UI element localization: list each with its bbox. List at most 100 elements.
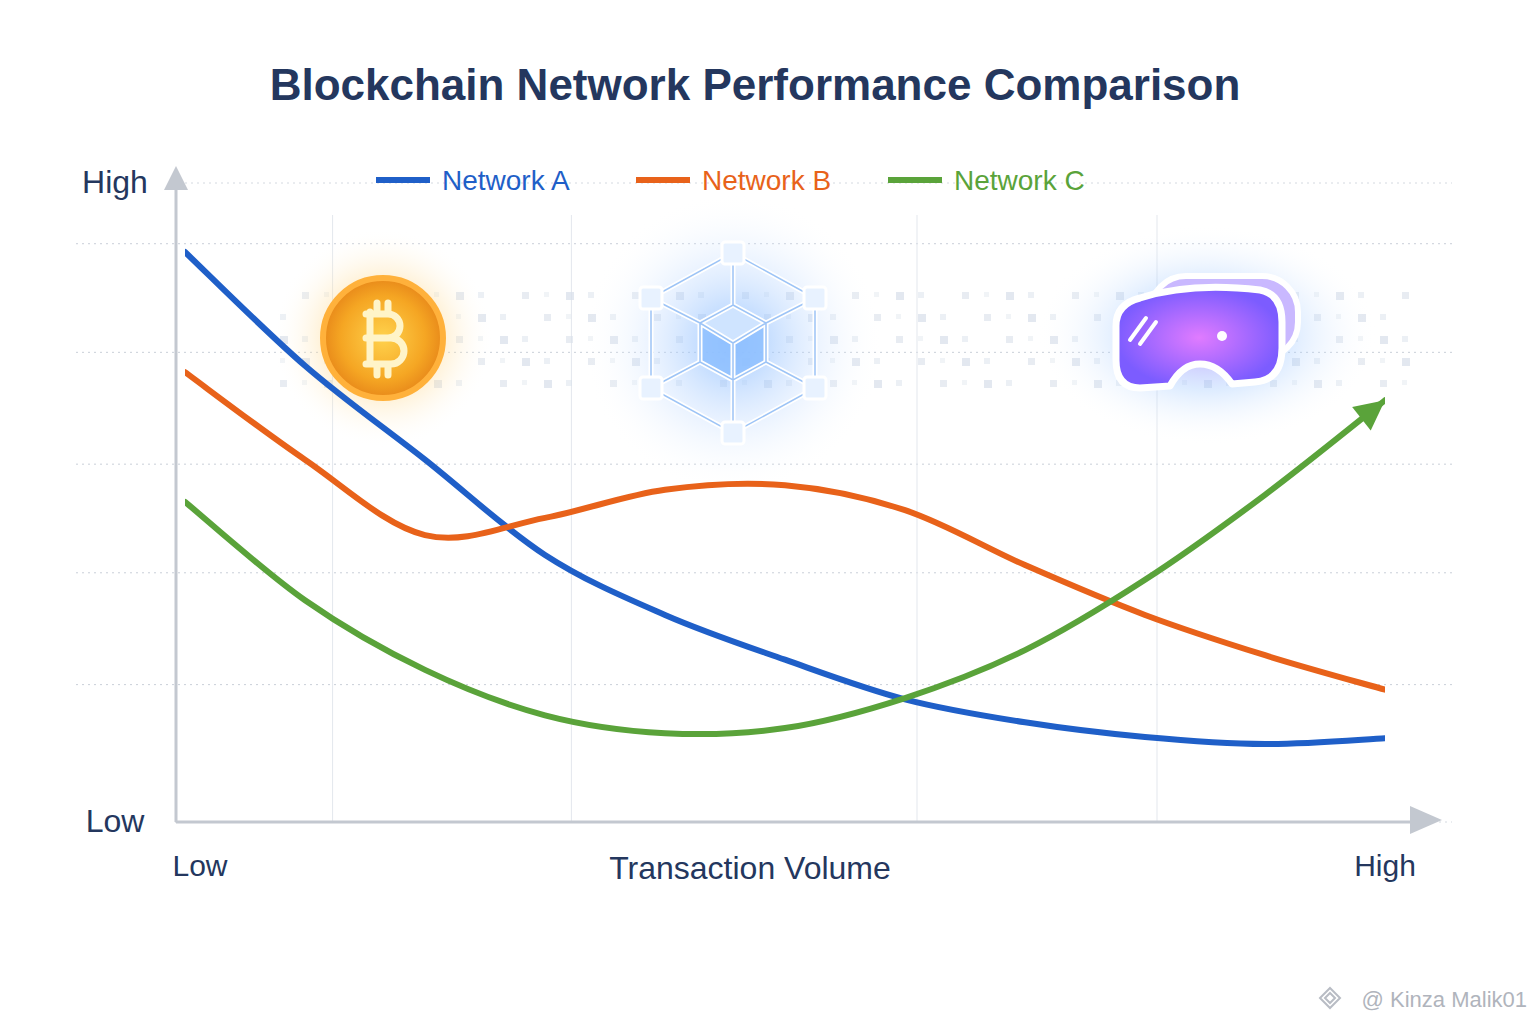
vr-shine: [1130, 318, 1156, 344]
y-tick: [175, 822, 176, 823]
series-line: [185, 372, 1385, 690]
decor-pixel: [544, 292, 549, 297]
cube-node: [722, 242, 744, 264]
decor-pixel: [566, 336, 573, 343]
decor-pixel: [500, 314, 506, 320]
cube-lines-tint: [651, 253, 815, 433]
chart: Blockchain Network Performance Compariso…: [0, 0, 1536, 1024]
cube-node: [804, 287, 826, 309]
series-arrowhead: [1352, 400, 1385, 430]
decor-pixel: [962, 292, 969, 299]
decor-pixel: [896, 292, 904, 300]
decor-pixel: [1380, 380, 1387, 387]
decor-pixel: [918, 336, 923, 341]
coin: [323, 278, 443, 398]
decor-pixel: [544, 314, 551, 321]
decor-pixel: [984, 358, 990, 364]
decor-pixel: [1006, 336, 1013, 343]
cube-inner-top: [700, 305, 766, 343]
vr-glow: [1037, 225, 1377, 445]
x-axis-label: Transaction Volume: [609, 850, 891, 886]
decor-pixel: [962, 380, 967, 385]
decor-pixel: [1006, 292, 1014, 300]
decor-pixel: [522, 380, 527, 385]
decor-pixel: [1006, 380, 1012, 386]
grid: [185, 183, 1452, 822]
x-tick-label: Low: [172, 849, 227, 882]
legend-label: Network A: [442, 165, 570, 196]
coin-symbol: [366, 303, 404, 375]
decor-pixel: [918, 314, 926, 322]
decor-pixel: [1402, 336, 1408, 342]
y-tick-label: Low: [86, 803, 146, 839]
decor-pixel: [962, 358, 970, 366]
decor-pixel: [566, 292, 574, 300]
axes: Low High Low High Transaction Volume: [82, 164, 1442, 886]
decor-pixel: [1028, 314, 1036, 322]
decor-pixel: [522, 336, 528, 342]
decor-pixel: [940, 358, 945, 363]
decor-pixel: [896, 336, 903, 343]
decor-pixel: [1028, 292, 1034, 298]
decor-grid-line: [917, 215, 918, 822]
decor-grid-line: [571, 215, 572, 822]
decor-pixel: [522, 292, 529, 299]
decor-pixel: [962, 336, 968, 342]
y-axis-arrow: [164, 166, 188, 190]
cube-glow: [583, 193, 883, 493]
decor-pixel: [566, 314, 571, 319]
x-tick: [1385, 822, 1386, 823]
decor-pixel: [544, 380, 552, 388]
decor-pixel: [500, 336, 508, 344]
legend-label: Network B: [702, 165, 831, 196]
x-axis-line: [176, 821, 1418, 824]
decor-pixel: [1402, 292, 1409, 299]
cube-node: [640, 377, 662, 399]
legend-swatch: [376, 177, 430, 183]
decor-pixel: [918, 358, 925, 365]
watermark: @ Kinza Malik01: [1362, 987, 1527, 1012]
legend-swatch: [888, 177, 942, 183]
decor-pixel: [1402, 358, 1410, 366]
decor-pixel: [1028, 358, 1035, 365]
decor-pixel: [1028, 336, 1033, 341]
series-line: [185, 252, 1385, 744]
decor-pixel: [500, 358, 505, 363]
decor-pixel: [1380, 336, 1388, 344]
decor-pixel: [500, 380, 507, 387]
coin-glow: [273, 228, 493, 448]
x-tick: [185, 822, 186, 823]
legend-label: Network C: [954, 165, 1085, 196]
decor-pixel: [566, 380, 572, 386]
y-tick-label: High: [82, 164, 148, 200]
decor-pixel: [940, 380, 947, 387]
decor-pixel: [896, 314, 901, 319]
decor-pixel: [1380, 314, 1386, 320]
decor-grid-line: [76, 572, 1452, 573]
decor-pixel: [940, 336, 948, 344]
decor-pixel: [896, 380, 902, 386]
icons: [273, 193, 1377, 493]
decor-pixel: [1402, 380, 1407, 385]
decor-grid-line: [76, 684, 1452, 685]
cube-node: [722, 422, 744, 444]
y-axis-line: [175, 188, 178, 822]
decor-pixel: [984, 314, 991, 321]
vr-body: [1116, 287, 1282, 388]
title: Blockchain Network Performance Compariso…: [270, 60, 1241, 109]
plot-area: [185, 252, 1385, 744]
decor-pixel: [544, 358, 550, 364]
x-tick-label: High: [1354, 849, 1416, 882]
decor-pixel: [918, 292, 924, 298]
vr-dot: [1217, 331, 1227, 341]
cube-node: [804, 377, 826, 399]
legend-swatch: [636, 177, 690, 183]
decor-pixel: [522, 358, 530, 366]
decor-pixel: [1006, 314, 1011, 319]
decor-pixel: [984, 292, 989, 297]
watermark-icon: [1320, 988, 1340, 1008]
legend: Network A Network B Network C: [376, 165, 1085, 196]
x-axis-arrow: [1410, 806, 1442, 834]
decor-pixel: [940, 314, 946, 320]
cube-node: [640, 287, 662, 309]
